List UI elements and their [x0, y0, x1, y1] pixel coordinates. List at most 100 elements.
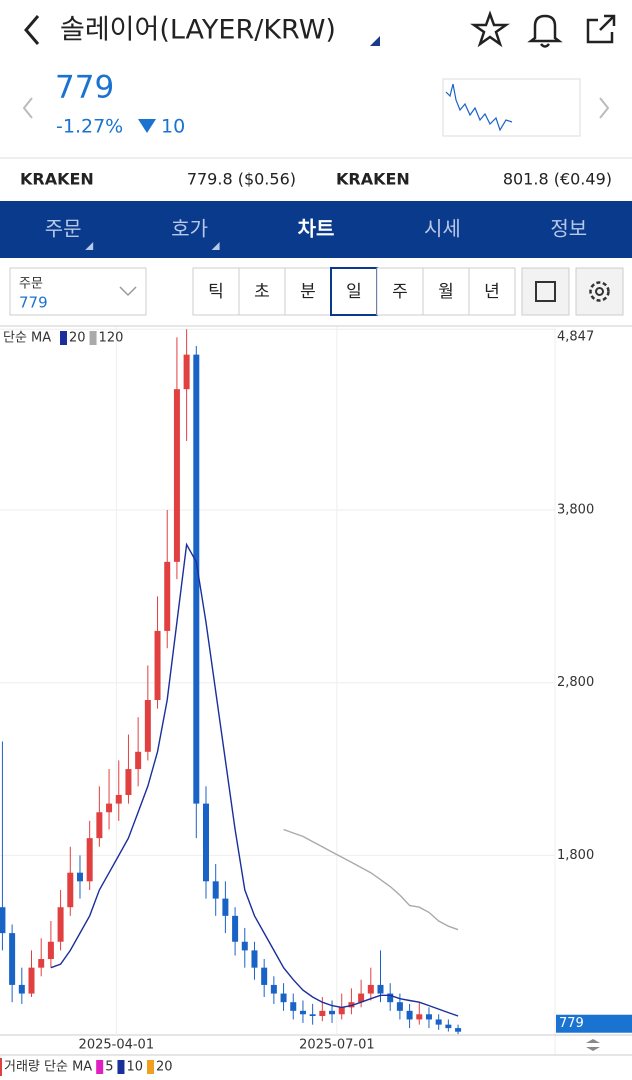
candle-body: [193, 354, 200, 804]
chart-type-button[interactable]: [521, 267, 570, 316]
candle-body: [251, 950, 258, 968]
volume-legend-title: 거래량 단순 MA: [4, 1060, 92, 1075]
candle-body: [86, 838, 93, 882]
legend-swatch: [117, 1060, 125, 1074]
candle-body: [125, 769, 132, 795]
period-button[interactable]: [284, 267, 332, 316]
candle-body: [425, 1014, 432, 1020]
legend-swatch: [147, 1060, 155, 1074]
y-tick-label: 4,847: [557, 330, 594, 345]
candle-body: [38, 959, 45, 968]
candle-body: [338, 1007, 345, 1015]
current-price-box: [556, 1014, 632, 1033]
legend-label: 20: [156, 1060, 173, 1075]
y-tick-label: 2,800: [557, 675, 594, 690]
period-label: 초: [254, 282, 270, 302]
exchange-price: 801.8 (€0.49): [503, 170, 612, 189]
period-button[interactable]: [376, 267, 424, 316]
candle-body: [445, 1024, 452, 1029]
candle-body: [309, 1014, 316, 1017]
candle-body: [396, 1002, 403, 1011]
title: 솔레이어(LAYER/KRW): [60, 15, 336, 46]
candle-body: [299, 1010, 306, 1015]
candle-body: [280, 993, 287, 1003]
period-label: 일: [346, 282, 362, 302]
legend-label: 20: [69, 331, 86, 346]
legend-title: 단순 MA: [3, 331, 51, 346]
share-icon[interactable]: [586, 14, 616, 44]
exchange-name: KRAKEN: [20, 170, 94, 189]
candle-body: [57, 907, 64, 942]
sparkline: [445, 83, 513, 132]
change: 10: [161, 116, 185, 138]
resize-handle[interactable]: [586, 1039, 600, 1051]
order-select-value: 779: [19, 294, 48, 312]
ma-line: [283, 828, 459, 931]
legend-label: 5: [105, 1060, 113, 1075]
candle-body: [270, 984, 277, 994]
candle-body: [290, 1002, 297, 1011]
candle-body: [67, 872, 74, 908]
candle-body: [9, 933, 16, 985]
order-select[interactable]: [9, 267, 147, 316]
candle-body: [135, 751, 142, 770]
candle-body: [28, 967, 35, 994]
candle-body: [96, 812, 103, 839]
tab[interactable]: 호가: [171, 217, 208, 241]
candle-body: [241, 941, 248, 951]
candle-body: [0, 907, 6, 934]
tab-dropdown: [211, 242, 220, 250]
candle-body: [164, 561, 171, 631]
settings-icon: [589, 281, 610, 302]
legend-swatch: [96, 1060, 104, 1074]
candle-body: [173, 389, 180, 562]
candle-body: [47, 941, 54, 960]
legend-label: 10: [126, 1060, 143, 1075]
tab[interactable]: 정보: [550, 217, 587, 241]
candle-body: [222, 898, 229, 916]
candle-body: [203, 803, 210, 882]
next-button[interactable]: [599, 97, 610, 119]
back-button[interactable]: [24, 15, 40, 45]
ma-line: [50, 542, 459, 1017]
alert-icon[interactable]: [527, 14, 563, 48]
period-label: 틱: [208, 282, 224, 302]
candle-body: [358, 993, 365, 1003]
candle-body: [435, 1019, 442, 1025]
current-price-label: 779: [559, 1016, 584, 1031]
period-button[interactable]: [422, 267, 470, 316]
candle-body: [387, 993, 394, 1003]
favorite-icon[interactable]: [470, 10, 510, 48]
change-percent: -1.27%: [56, 116, 123, 138]
candle-body: [406, 1010, 413, 1020]
candle-body: [329, 1010, 336, 1015]
tab[interactable]: 시세: [424, 217, 461, 241]
period-button[interactable]: [330, 267, 378, 316]
legend-swatch: [89, 331, 97, 345]
dropdown-icon: [119, 286, 137, 297]
x-tick-label: 2025-07-01: [299, 1038, 375, 1053]
tab[interactable]: 차트: [298, 217, 335, 241]
y-tick-label: 1,800: [557, 848, 594, 863]
period-button[interactable]: [468, 267, 516, 316]
candle-body: [261, 967, 268, 985]
prev-button[interactable]: [22, 97, 33, 119]
candle-body: [144, 699, 151, 752]
candle-body: [416, 1014, 423, 1020]
settings-button[interactable]: [575, 267, 624, 316]
legend-swatch: [60, 331, 67, 345]
title-dropdown[interactable]: [370, 36, 380, 46]
exchange-price: 779.8 ($0.56): [187, 170, 296, 189]
tab[interactable]: 주문: [45, 217, 82, 241]
chart-type-icon: [535, 281, 556, 302]
sparkline-box: [442, 78, 581, 137]
candle-body: [183, 354, 190, 390]
x-tick-label: 2025-04-01: [79, 1038, 155, 1053]
candle-body: [319, 1010, 326, 1017]
candle-body: [212, 881, 219, 899]
candle-body: [348, 1002, 355, 1008]
period-button[interactable]: [238, 267, 286, 316]
candle-body: [232, 915, 239, 942]
volume-legend-marker: [0, 1058, 2, 1076]
